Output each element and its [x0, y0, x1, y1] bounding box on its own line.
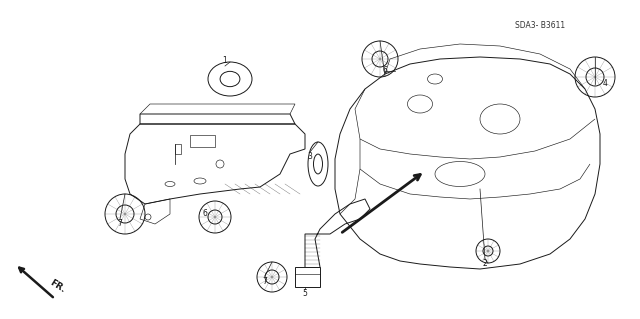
Text: 4: 4 — [603, 79, 607, 88]
Text: FR.: FR. — [48, 278, 67, 294]
Text: 3: 3 — [308, 152, 312, 161]
Text: 7: 7 — [262, 277, 268, 286]
Text: 5: 5 — [303, 290, 307, 299]
Text: 2: 2 — [483, 259, 488, 269]
Text: 1: 1 — [223, 56, 227, 65]
Text: SDA3- B3611: SDA3- B3611 — [515, 21, 565, 30]
Text: 6: 6 — [383, 66, 387, 76]
Text: 6: 6 — [203, 210, 207, 219]
Text: 7: 7 — [118, 219, 122, 228]
